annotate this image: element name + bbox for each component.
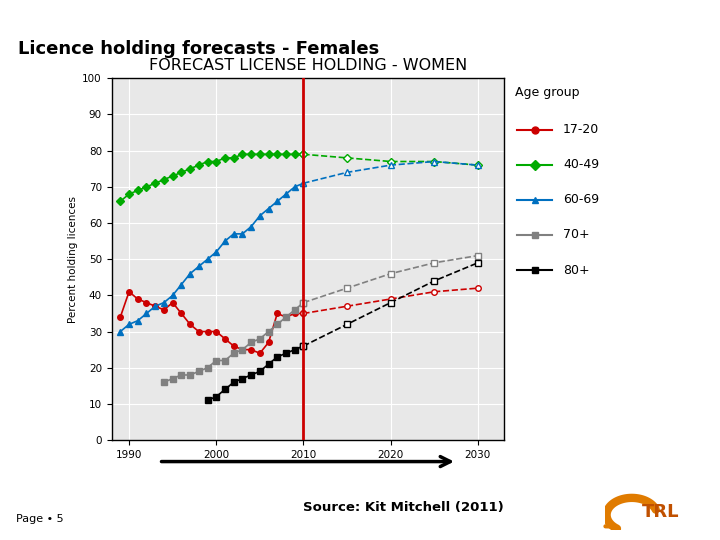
- Text: 60-69: 60-69: [563, 193, 599, 206]
- Y-axis label: Percent holding licences: Percent holding licences: [68, 195, 78, 323]
- Text: 40-49: 40-49: [563, 158, 599, 171]
- Title: FORECAST LICENSE HOLDING - WOMEN: FORECAST LICENSE HOLDING - WOMEN: [148, 58, 467, 73]
- Text: 80+: 80+: [563, 264, 590, 276]
- Text: 70+: 70+: [563, 228, 590, 241]
- Text: TRL: TRL: [642, 503, 680, 521]
- Text: Page • 5: Page • 5: [16, 514, 63, 524]
- Text: Licence holding forecasts - Females: Licence holding forecasts - Females: [18, 40, 379, 58]
- Text: 17-20: 17-20: [563, 123, 599, 136]
- Text: Age group: Age group: [515, 86, 580, 99]
- Text: Source: Kit Mitchell (2011): Source: Kit Mitchell (2011): [303, 501, 503, 514]
